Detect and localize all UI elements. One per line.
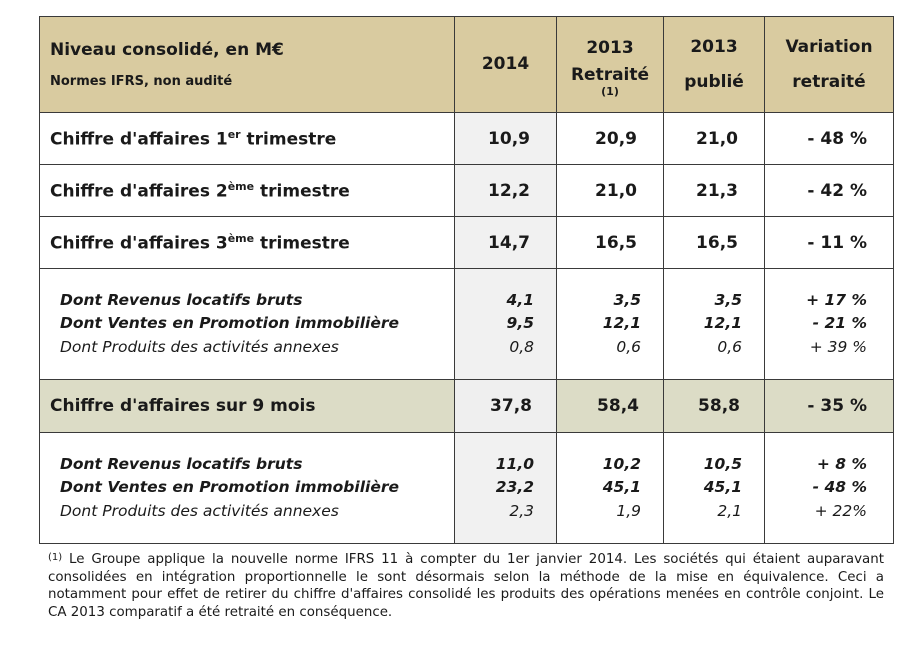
detail-labels: Dont Revenus locatifs bruts Dont Ventes … bbox=[39, 432, 455, 544]
cell-2014: 10,9 bbox=[454, 112, 557, 165]
header-2013-retraite: 2013 Retraité (1) bbox=[556, 16, 664, 113]
total-2013p: 58,8 bbox=[663, 379, 765, 433]
header-var-2: retraité bbox=[792, 71, 866, 92]
footnote-mark: (1) bbox=[48, 552, 63, 563]
detail-variation: + 17 % - 21 % + 39 % bbox=[764, 268, 894, 380]
detail-label: Dont Produits des activités annexes bbox=[60, 337, 339, 356]
detail-labels: Dont Revenus locatifs bruts Dont Ventes … bbox=[39, 268, 455, 380]
detail-label: Dont Revenus locatifs bruts bbox=[60, 290, 303, 309]
table-row: Chiffre d'affaires 2ème trimestre 12,2 2… bbox=[39, 164, 894, 217]
cell-2013p: 21,0 bbox=[663, 112, 765, 165]
row-label: Chiffre d'affaires 3ème trimestre bbox=[39, 216, 455, 269]
cell-2013p: 16,5 bbox=[663, 216, 765, 269]
revenue-table: Niveau consolidé, en M€ Normes IFRS, non… bbox=[39, 16, 894, 544]
cell-2013r: 16,5 bbox=[556, 216, 664, 269]
table-row: Chiffre d'affaires 3ème trimestre 14,7 1… bbox=[39, 216, 894, 269]
header-2013p-label: publié bbox=[684, 71, 744, 92]
detail-label: Dont Ventes en Promotion immobilière bbox=[60, 478, 400, 497]
detail-label: Dont Ventes en Promotion immobilière bbox=[60, 314, 400, 333]
detail-block-quarter: Dont Revenus locatifs bruts Dont Ventes … bbox=[39, 268, 894, 380]
cell-variation: - 48 % bbox=[764, 112, 894, 165]
header-row: Niveau consolidé, en M€ Normes IFRS, non… bbox=[39, 16, 894, 113]
header-2014: 2014 bbox=[454, 16, 557, 113]
detail-label: Dont Produits des activités annexes bbox=[60, 501, 339, 520]
footnote: (1) Le Groupe applique la nouvelle norme… bbox=[48, 551, 884, 621]
header-label-cell: Niveau consolidé, en M€ Normes IFRS, non… bbox=[39, 16, 455, 113]
header-2013r-year: 2013 bbox=[586, 37, 634, 58]
header-variation: Variation retraité bbox=[764, 16, 894, 113]
detail-2013r: 10,2 45,1 1,9 bbox=[556, 432, 664, 544]
detail-2013r: 3,5 12,1 0,6 bbox=[556, 268, 664, 380]
cell-variation: - 11 % bbox=[764, 216, 894, 269]
cell-2013r: 20,9 bbox=[556, 112, 664, 165]
header-2013r-label: Retraité bbox=[570, 64, 650, 85]
total-row: Chiffre d'affaires sur 9 mois 37,8 58,4 … bbox=[39, 379, 894, 433]
total-2014: 37,8 bbox=[454, 379, 557, 433]
row-label: Chiffre d'affaires 1er trimestre bbox=[39, 112, 455, 165]
table-subtitle: Normes IFRS, non audité bbox=[50, 74, 233, 89]
row-label: Chiffre d'affaires 2ème trimestre bbox=[39, 164, 455, 217]
table-title: Niveau consolidé, en M€ bbox=[50, 40, 284, 60]
footnote-text: Le Groupe applique la nouvelle norme IFR… bbox=[48, 552, 884, 620]
detail-2014: 4,1 9,5 0,8 bbox=[454, 268, 557, 380]
cell-2013r: 21,0 bbox=[556, 164, 664, 217]
detail-2013p: 10,5 45,1 2,1 bbox=[663, 432, 765, 544]
header-2013p-year: 2013 bbox=[690, 36, 738, 57]
detail-2014: 11,0 23,2 2,3 bbox=[454, 432, 557, 544]
header-var-1: Variation bbox=[785, 36, 873, 57]
detail-variation: + 8 % - 48 % + 22% bbox=[764, 432, 894, 544]
cell-2014: 12,2 bbox=[454, 164, 557, 217]
header-2013r-note: (1) bbox=[601, 84, 619, 98]
detail-2013p: 3,5 12,1 0,6 bbox=[663, 268, 765, 380]
total-label: Chiffre d'affaires sur 9 mois bbox=[39, 379, 455, 433]
detail-block-9months: Dont Revenus locatifs bruts Dont Ventes … bbox=[39, 432, 894, 544]
table-row: Chiffre d'affaires 1er trimestre 10,9 20… bbox=[39, 112, 894, 165]
detail-label: Dont Revenus locatifs bruts bbox=[60, 454, 303, 473]
cell-2014: 14,7 bbox=[454, 216, 557, 269]
cell-variation: - 42 % bbox=[764, 164, 894, 217]
header-2013-publie: 2013 publié bbox=[663, 16, 765, 113]
total-variation: - 35 % bbox=[764, 379, 894, 433]
cell-2013p: 21,3 bbox=[663, 164, 765, 217]
total-2013r: 58,4 bbox=[556, 379, 664, 433]
